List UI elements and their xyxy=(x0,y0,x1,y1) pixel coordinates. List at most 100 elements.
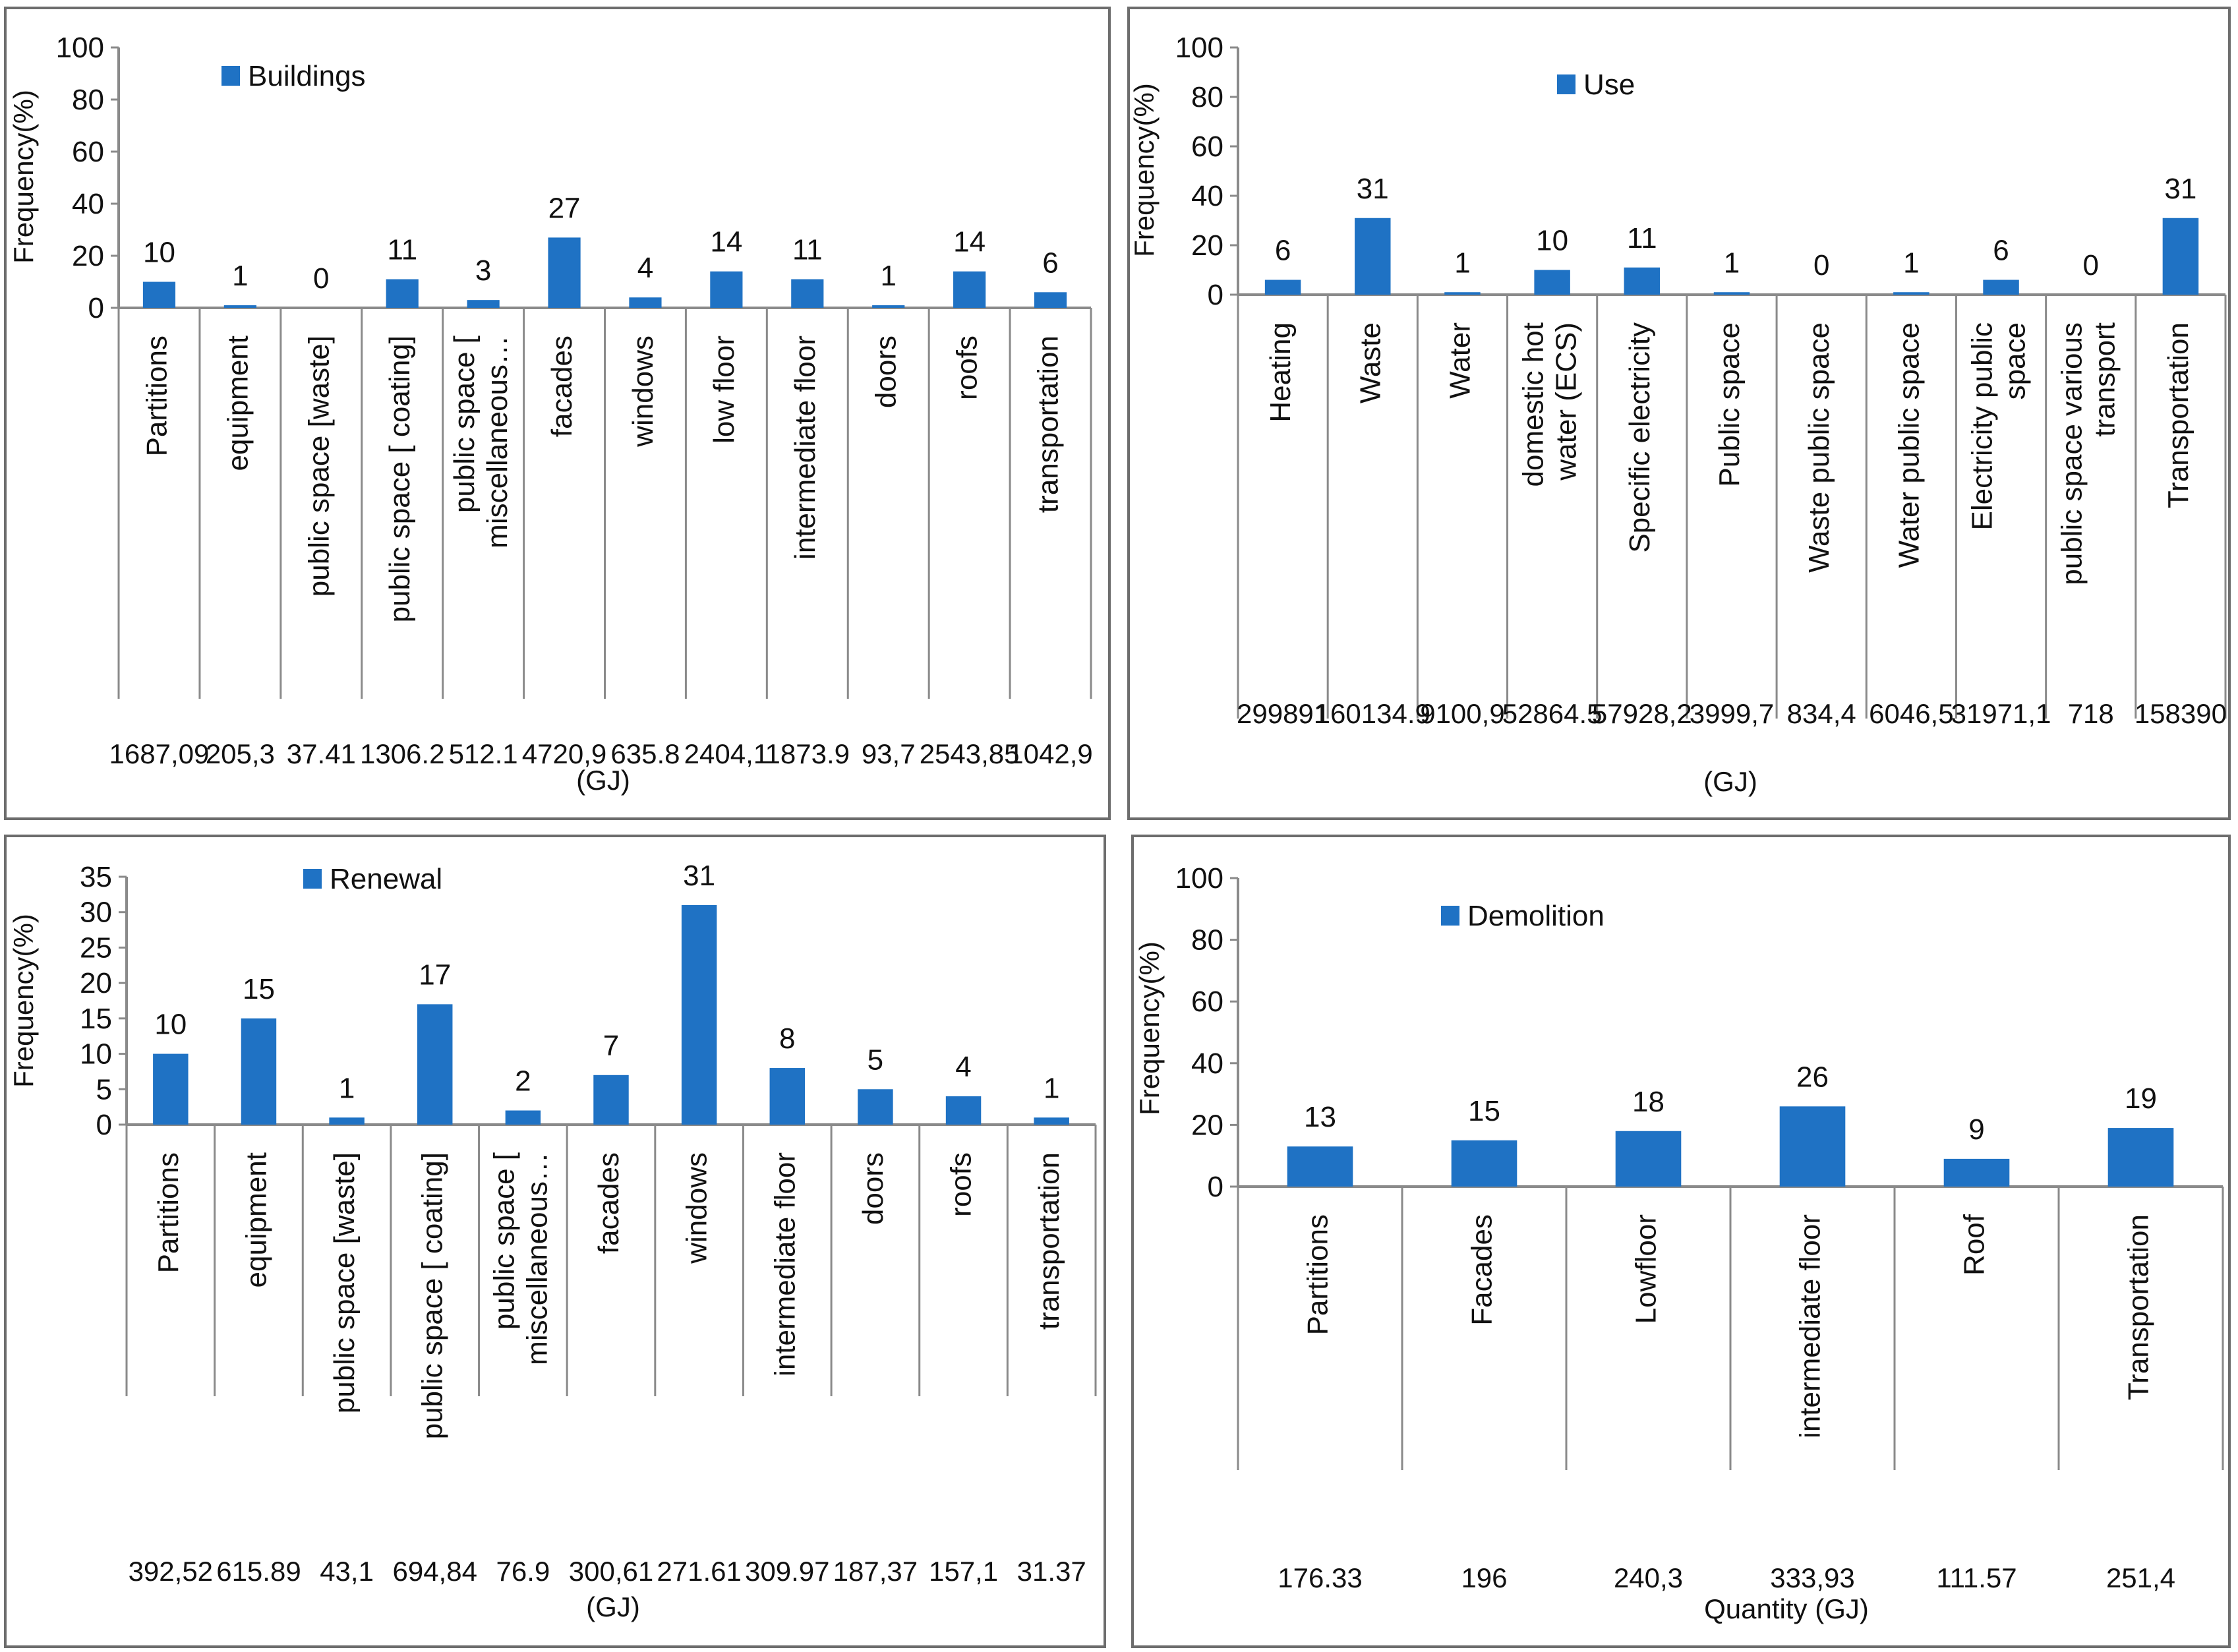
x-axis-title: Quantity (GJ) xyxy=(1704,1593,1869,1624)
bar xyxy=(1893,292,1929,295)
category-label: Partitions xyxy=(140,336,173,456)
y-tick-label: 100 xyxy=(56,32,104,64)
category-label: Specific electricity xyxy=(1624,322,1656,553)
y-tick-label: 40 xyxy=(72,188,104,220)
y-tick-label: 40 xyxy=(1191,1047,1223,1080)
panel-frame xyxy=(1127,7,2231,820)
panel-frame xyxy=(4,835,1106,1648)
bar xyxy=(1615,1131,1682,1187)
bar xyxy=(1983,280,2019,295)
bar xyxy=(629,297,662,308)
bar xyxy=(953,271,986,308)
category-label-line: public space [ xyxy=(448,336,481,513)
data-label: 0 xyxy=(313,262,329,295)
category-label: roofs xyxy=(951,336,984,400)
quantity-label: 37.41 xyxy=(287,738,356,769)
quantity-label: 2404,1 xyxy=(684,738,769,769)
bar xyxy=(223,305,256,308)
data-label: 27 xyxy=(548,192,581,224)
quantity-label: 187,37 xyxy=(833,1556,918,1587)
data-label: 15 xyxy=(243,973,275,1005)
category-label: Lowfloor xyxy=(1630,1214,1663,1324)
quantity-label: 1042,9 xyxy=(1008,738,1092,769)
y-tick-label: 20 xyxy=(72,240,104,272)
quantity-label: 93,7 xyxy=(862,738,916,769)
category-label: public space [waste] xyxy=(328,1152,361,1413)
x-axis-title: (GJ) xyxy=(586,1591,640,1622)
quantity-label: 300,61 xyxy=(569,1556,653,1587)
bar xyxy=(548,237,581,308)
data-label: 26 xyxy=(1796,1061,1829,1093)
category-label: low floor xyxy=(708,336,740,444)
data-label: 9 xyxy=(1968,1113,1984,1146)
bar xyxy=(1355,218,1391,295)
category-label: doors xyxy=(870,336,902,408)
category-label: public space [waste] xyxy=(303,336,335,597)
category-label: public space varioustransport xyxy=(2056,322,2121,585)
quantity-label: 160134.9 xyxy=(1315,698,1430,729)
category-label: facades xyxy=(546,336,578,437)
bar xyxy=(1713,292,1750,295)
category-label: public space [miscellaneous… xyxy=(448,336,514,548)
y-tick-label: 80 xyxy=(1191,81,1223,113)
data-label: 6 xyxy=(1275,235,1291,267)
category-label: Heating xyxy=(1264,322,1297,423)
y-tick-label: 0 xyxy=(1208,279,1223,311)
quantity-label: 309.97 xyxy=(745,1556,829,1587)
quantity-label: 694,84 xyxy=(392,1556,477,1587)
data-label: 14 xyxy=(953,226,986,258)
category-label: Transportation xyxy=(2162,322,2194,508)
bar xyxy=(769,1068,805,1125)
category-label: equipment xyxy=(221,336,254,471)
quantity-label: 1306.2 xyxy=(360,738,444,769)
legend-swatch xyxy=(1557,74,1575,94)
data-label: 17 xyxy=(419,959,451,991)
y-axis-title: Frequency(%) xyxy=(8,90,39,264)
data-label: 8 xyxy=(779,1022,795,1055)
data-label: 10 xyxy=(154,1009,187,1041)
y-tick-label: 20 xyxy=(1191,229,1223,262)
data-label: 1 xyxy=(1724,247,1740,279)
category-label-line: transport xyxy=(2089,322,2121,437)
data-label: 6 xyxy=(1993,235,2009,267)
quantity-label: 251,4 xyxy=(2106,1562,2175,1593)
y-tick-label: 60 xyxy=(1191,131,1223,163)
quantity-label: 176.33 xyxy=(1278,1562,1362,1593)
data-label: 1 xyxy=(339,1072,355,1104)
quantity-label: 718 xyxy=(2068,698,2114,729)
data-label: 15 xyxy=(1468,1095,1500,1127)
category-label-line: public space [ xyxy=(488,1152,520,1330)
bar xyxy=(1264,280,1301,295)
category-label: Water xyxy=(1444,322,1476,399)
bar xyxy=(1779,1106,1846,1187)
category-label: intermediate floor xyxy=(789,336,821,560)
y-tick-label: 30 xyxy=(80,897,112,929)
category-label: public space [miscellaneous… xyxy=(488,1152,553,1365)
bar xyxy=(417,1004,453,1125)
bar xyxy=(710,271,743,308)
data-label: 10 xyxy=(143,237,175,269)
data-label: 2 xyxy=(515,1065,531,1098)
data-label: 7 xyxy=(603,1030,619,1062)
quantity-label: 240,3 xyxy=(1614,1562,1683,1593)
category-label: intermediate floor xyxy=(769,1152,801,1376)
y-tick-label: 100 xyxy=(1175,862,1223,895)
quantity-label: 635.8 xyxy=(610,738,680,769)
category-label: Water public space xyxy=(1893,322,1925,568)
y-tick-label: 80 xyxy=(1191,924,1223,957)
y-tick-label: 0 xyxy=(96,1109,112,1141)
y-tick-label: 60 xyxy=(1191,986,1223,1018)
y-tick-label: 5 xyxy=(96,1073,112,1106)
bar xyxy=(791,279,824,308)
data-label: 1 xyxy=(880,260,896,292)
category-label: Public space xyxy=(1713,322,1746,487)
quantity-label: 196 xyxy=(1461,1562,1507,1593)
category-label: domestic hotwater (ECS) xyxy=(1517,322,1583,487)
category-label-line: public space various xyxy=(2056,322,2088,585)
y-tick-label: 10 xyxy=(80,1038,112,1071)
bar xyxy=(241,1018,277,1125)
category-label: facades xyxy=(593,1152,625,1254)
quantity-label: 111.57 xyxy=(1936,1562,2017,1593)
